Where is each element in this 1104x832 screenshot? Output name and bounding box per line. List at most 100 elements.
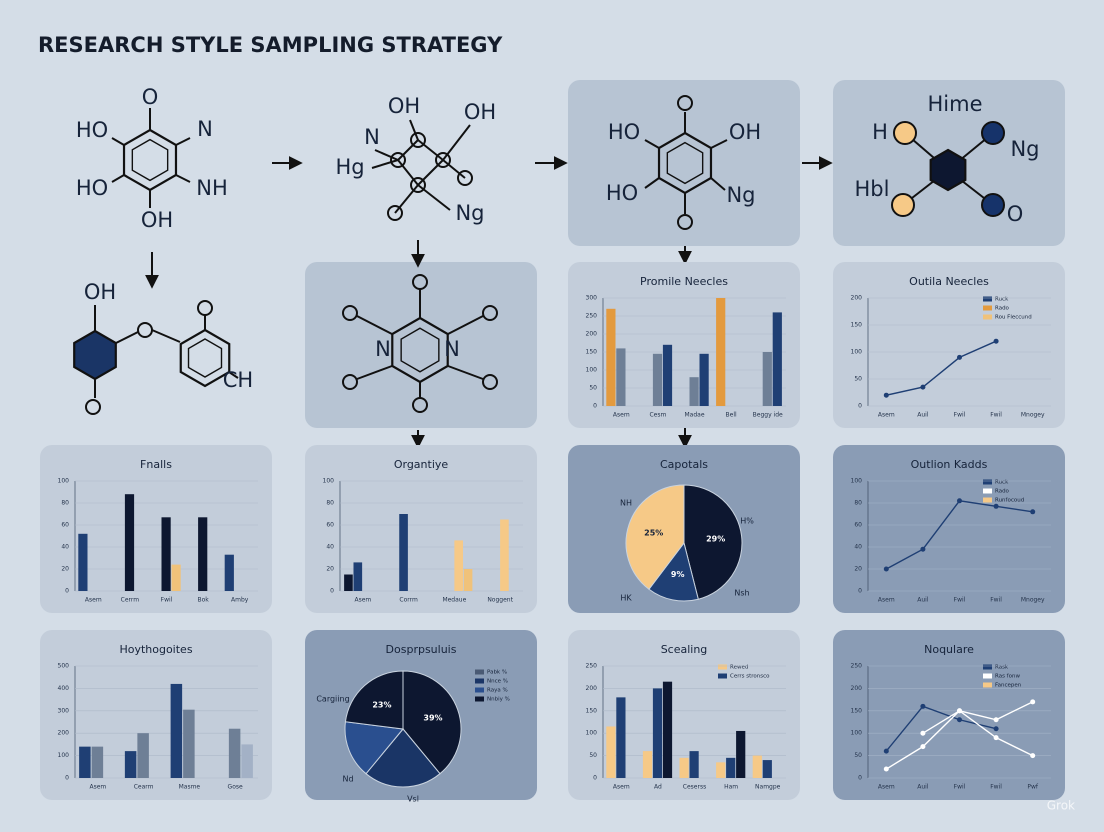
bond xyxy=(374,149,399,161)
line-point xyxy=(920,744,926,750)
legend-label: Rado xyxy=(995,489,1010,495)
x-tick-label: Ad xyxy=(654,784,662,791)
y-tick-label: 0 xyxy=(858,403,862,410)
y-tick-label: 400 xyxy=(58,685,70,692)
atom xyxy=(435,152,451,168)
bar xyxy=(716,298,726,406)
atom-label: HO xyxy=(76,118,108,142)
bar xyxy=(606,308,616,406)
y-tick-label: 150 xyxy=(851,707,863,714)
legend-swatch xyxy=(983,479,992,485)
atom-label: HO xyxy=(606,181,638,205)
bond xyxy=(397,159,419,186)
y-tick-label: 500 xyxy=(58,663,70,670)
bar xyxy=(78,533,88,591)
molecule-panel xyxy=(568,80,800,246)
legend-label: Cerrs stronsco xyxy=(730,674,770,680)
atom xyxy=(85,399,101,415)
atom xyxy=(410,177,426,193)
atom-label: CH xyxy=(223,368,253,392)
bar xyxy=(454,540,464,591)
bar xyxy=(736,730,746,778)
bond xyxy=(111,137,125,146)
y-tick-label: 200 xyxy=(851,295,863,302)
legend-label: Ruck xyxy=(995,297,1009,303)
ring xyxy=(179,328,231,388)
x-tick-label: Madae xyxy=(684,412,704,419)
bar xyxy=(716,762,726,778)
page-title: RESEARCH STYLE SAMPLING STRATEGY xyxy=(38,33,503,57)
slice-label: 9% xyxy=(671,570,685,579)
bar xyxy=(91,746,104,778)
panel xyxy=(833,262,1065,428)
bar xyxy=(171,564,181,591)
bar xyxy=(399,514,408,591)
line-series xyxy=(886,340,997,396)
panel xyxy=(305,445,537,613)
molecule-panel xyxy=(305,262,537,428)
y-tick-label: 0 xyxy=(593,775,597,782)
bar xyxy=(224,554,234,591)
bar xyxy=(662,681,673,778)
line-point xyxy=(957,498,962,504)
pie-slice xyxy=(625,484,685,590)
atom xyxy=(342,374,358,390)
bar xyxy=(726,757,736,778)
panel-title: Scealing xyxy=(661,643,708,656)
bar xyxy=(679,757,689,778)
bar xyxy=(772,312,782,406)
bar xyxy=(198,517,208,591)
bar xyxy=(124,494,135,591)
x-tick-label: Amby xyxy=(231,597,249,604)
y-tick-label: 250 xyxy=(586,313,598,320)
x-tick-label: Bok xyxy=(197,597,209,604)
pie-slice xyxy=(344,670,404,730)
bar xyxy=(79,746,91,778)
y-tick-label: 80 xyxy=(61,500,69,507)
y-tick-label: 50 xyxy=(589,385,597,392)
atom xyxy=(390,152,406,168)
bond xyxy=(417,159,444,186)
bar xyxy=(652,353,663,406)
atom-label: O xyxy=(142,85,159,109)
x-tick-label: Asem xyxy=(613,412,630,419)
ring-inner xyxy=(187,338,223,378)
atom-label: N xyxy=(197,117,213,141)
pie-outer-label: Cargiing xyxy=(316,695,349,704)
x-tick-label: Mnogey xyxy=(1021,597,1045,604)
bar xyxy=(762,760,772,778)
legend-label: Nnce % xyxy=(487,679,508,685)
atom-label: N xyxy=(364,125,380,149)
atom xyxy=(482,305,498,321)
bond xyxy=(417,139,444,161)
x-tick-label: Fwil xyxy=(954,412,966,419)
panel-title: Promile Neecles xyxy=(640,275,728,288)
legend-swatch xyxy=(718,673,727,679)
legend-swatch xyxy=(983,673,992,679)
bond xyxy=(371,159,399,169)
line-point xyxy=(1030,509,1036,515)
x-tick-label: Auil xyxy=(917,784,929,791)
y-tick-label: 20 xyxy=(61,566,69,573)
line-point xyxy=(883,766,889,772)
legend-swatch xyxy=(983,664,992,670)
panel-title: Capotals xyxy=(660,458,708,471)
legend-label: Rou Fleccund xyxy=(995,315,1032,321)
y-tick-label: 0 xyxy=(858,588,862,595)
legend-swatch xyxy=(983,296,992,302)
legend-swatch xyxy=(475,678,484,684)
x-tick-label: Cearm xyxy=(134,784,154,791)
y-tick-label: 0 xyxy=(330,588,334,595)
y-tick-label: 60 xyxy=(854,522,862,529)
y-tick-label: 100 xyxy=(851,349,863,356)
legend-swatch xyxy=(718,664,727,670)
ring xyxy=(929,148,967,192)
y-tick-label: 250 xyxy=(851,663,863,670)
line-point xyxy=(920,384,926,390)
legend-swatch xyxy=(475,669,484,675)
y-tick-label: 200 xyxy=(851,685,863,692)
line-point xyxy=(993,503,999,509)
x-tick-label: Asem xyxy=(878,784,895,791)
pie-outer-label: Nsh xyxy=(734,589,749,598)
